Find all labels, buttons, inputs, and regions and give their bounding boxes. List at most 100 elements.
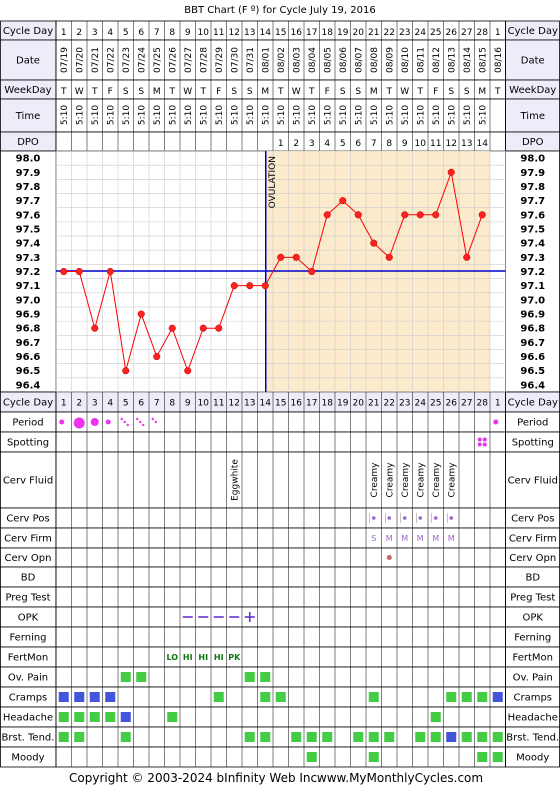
cycle-day-label: 10 <box>198 28 210 38</box>
time-label: 5:10 <box>168 105 178 125</box>
y-tick-label-right: 97.3 <box>520 253 545 264</box>
period-spot <box>136 417 139 421</box>
weekday-label: S <box>340 87 346 97</box>
cycle-day-label: 9 <box>185 28 191 38</box>
row-label-dpo: DPO <box>17 137 39 148</box>
cycle-day-label: 1 <box>61 28 67 38</box>
spotting-dot <box>482 437 487 442</box>
row-band-date <box>55 39 506 81</box>
cycle-day-label: 2 <box>76 28 82 38</box>
temperature-point <box>168 324 176 332</box>
cycle-day-label: 20 <box>353 28 365 38</box>
row-label-preg_test: Preg Test <box>5 593 50 604</box>
time-label: 5:10 <box>91 105 101 125</box>
cramps-mark <box>461 692 472 702</box>
period-spot <box>151 417 154 421</box>
time-label: 5:10 <box>478 105 488 125</box>
moody-mark <box>306 752 317 762</box>
cycle-day-label: 25 <box>430 28 441 38</box>
y-tick-label-right: 97.2 <box>520 267 545 278</box>
row-label-cerv_opn: Cerv Opn <box>5 553 52 564</box>
weekday-label: T <box>386 87 393 97</box>
weekday-label: S <box>138 87 144 97</box>
y-tick-label-right: 97.7 <box>520 196 545 207</box>
cycle-day-label-lower: 14 <box>260 399 272 409</box>
cerv-firm-label: M <box>401 534 408 543</box>
cycle-day-label: 26 <box>446 28 458 38</box>
time-label: 5:10 <box>106 105 116 125</box>
y-tick-label-right: 97.4 <box>520 239 545 250</box>
y-tick-label-left: 97.6 <box>16 210 41 221</box>
brst-tend-mark <box>322 732 333 742</box>
date-label: 07/21 <box>91 47 101 73</box>
period-dot-light <box>59 419 65 425</box>
dpo-label: 7 <box>371 139 377 149</box>
cycle-day-label-lower: 3 <box>92 399 98 409</box>
y-tick-label-left: 97.4 <box>16 239 41 250</box>
weekday-label: T <box>169 87 176 97</box>
cycle-day-label: 12 <box>229 28 240 38</box>
cycle-day-label: 7 <box>154 28 160 38</box>
temperature-point <box>432 211 440 219</box>
y-tick-label-left: 97.2 <box>16 267 41 278</box>
cycle-day-label-lower: 2 <box>76 399 82 409</box>
cycle-day-label: 27 <box>461 28 472 38</box>
date-label: 08/05 <box>323 47 333 73</box>
temperature-point <box>463 253 471 261</box>
weekday-label: S <box>247 87 253 97</box>
date-label: 07/28 <box>199 47 209 73</box>
dpo-label: 2 <box>293 139 299 149</box>
cycle-day-label-lower: 8 <box>169 399 175 409</box>
y-tick-label-right: 97.1 <box>520 281 545 292</box>
cycle-day-label: 21 <box>368 28 379 38</box>
cramps-mark <box>105 692 116 702</box>
temperature-point <box>137 310 145 318</box>
footer-site-link[interactable]: www.MyMonthlyCycles.com <box>317 771 483 785</box>
moody-mark <box>492 752 503 762</box>
row-label-opk: OPK <box>18 613 39 624</box>
cerv-fluid-label: Creamy <box>432 462 442 498</box>
y-tick-label-right: 96.6 <box>520 352 545 363</box>
date-label: 07/25 <box>153 47 163 73</box>
cramps-mark <box>368 692 379 702</box>
cramps-mark <box>492 692 503 702</box>
temperature-point <box>246 282 254 290</box>
fertmon-label: PK <box>228 653 241 662</box>
y-tick-label-left: 96.6 <box>16 352 41 363</box>
y-tick-label-left: 97.7 <box>16 196 41 207</box>
temperature-point <box>323 211 331 219</box>
time-label: 5:10 <box>153 105 163 125</box>
row-label-right-time: Time <box>520 111 545 122</box>
temperature-point <box>230 282 238 290</box>
row-label-right-cycle_day: Cycle Day <box>508 398 558 409</box>
cerv-fluid-label: Eggwhite <box>230 459 240 501</box>
temperature-point <box>292 253 300 261</box>
weekday-label: M <box>478 87 486 97</box>
row-label-cell-left <box>0 39 57 81</box>
row-label-ferning: Ferning <box>9 633 46 644</box>
cerv-fluid-label: Creamy <box>370 462 380 498</box>
chart-title: BBT Chart (F º) for Cycle July 19, 2016 <box>184 5 375 16</box>
ov-pain-mark <box>260 672 271 682</box>
cycle-day-label-lower: 20 <box>353 399 365 409</box>
y-tick-label-right: 97.8 <box>520 182 545 193</box>
time-label: 5:10 <box>416 105 426 125</box>
date-label: 07/30 <box>230 47 240 73</box>
time-label: 5:10 <box>401 105 411 125</box>
row-band-moody <box>55 746 506 768</box>
row-band-preg_test <box>55 586 506 608</box>
time-label: 5:10 <box>323 105 333 125</box>
headache-mark <box>89 712 100 722</box>
dpo-label: 10 <box>415 139 427 149</box>
brst-tend-mark <box>492 732 503 742</box>
moody-mark <box>477 752 488 762</box>
date-label: 08/04 <box>308 47 318 73</box>
weekday-label: T <box>277 87 284 97</box>
row-label-cycle_day: Cycle Day <box>3 398 53 409</box>
cycle-day-label-lower: 16 <box>291 399 303 409</box>
date-label: 08/01 <box>261 47 271 73</box>
cycle-day-label-lower: 19 <box>337 399 349 409</box>
cycle-day-label: 11 <box>213 28 224 38</box>
row-label-right-cerv_fluid: Cerv Fluid <box>508 476 558 487</box>
row-label-right-cerv_firm: Cerv Firm <box>509 534 557 545</box>
